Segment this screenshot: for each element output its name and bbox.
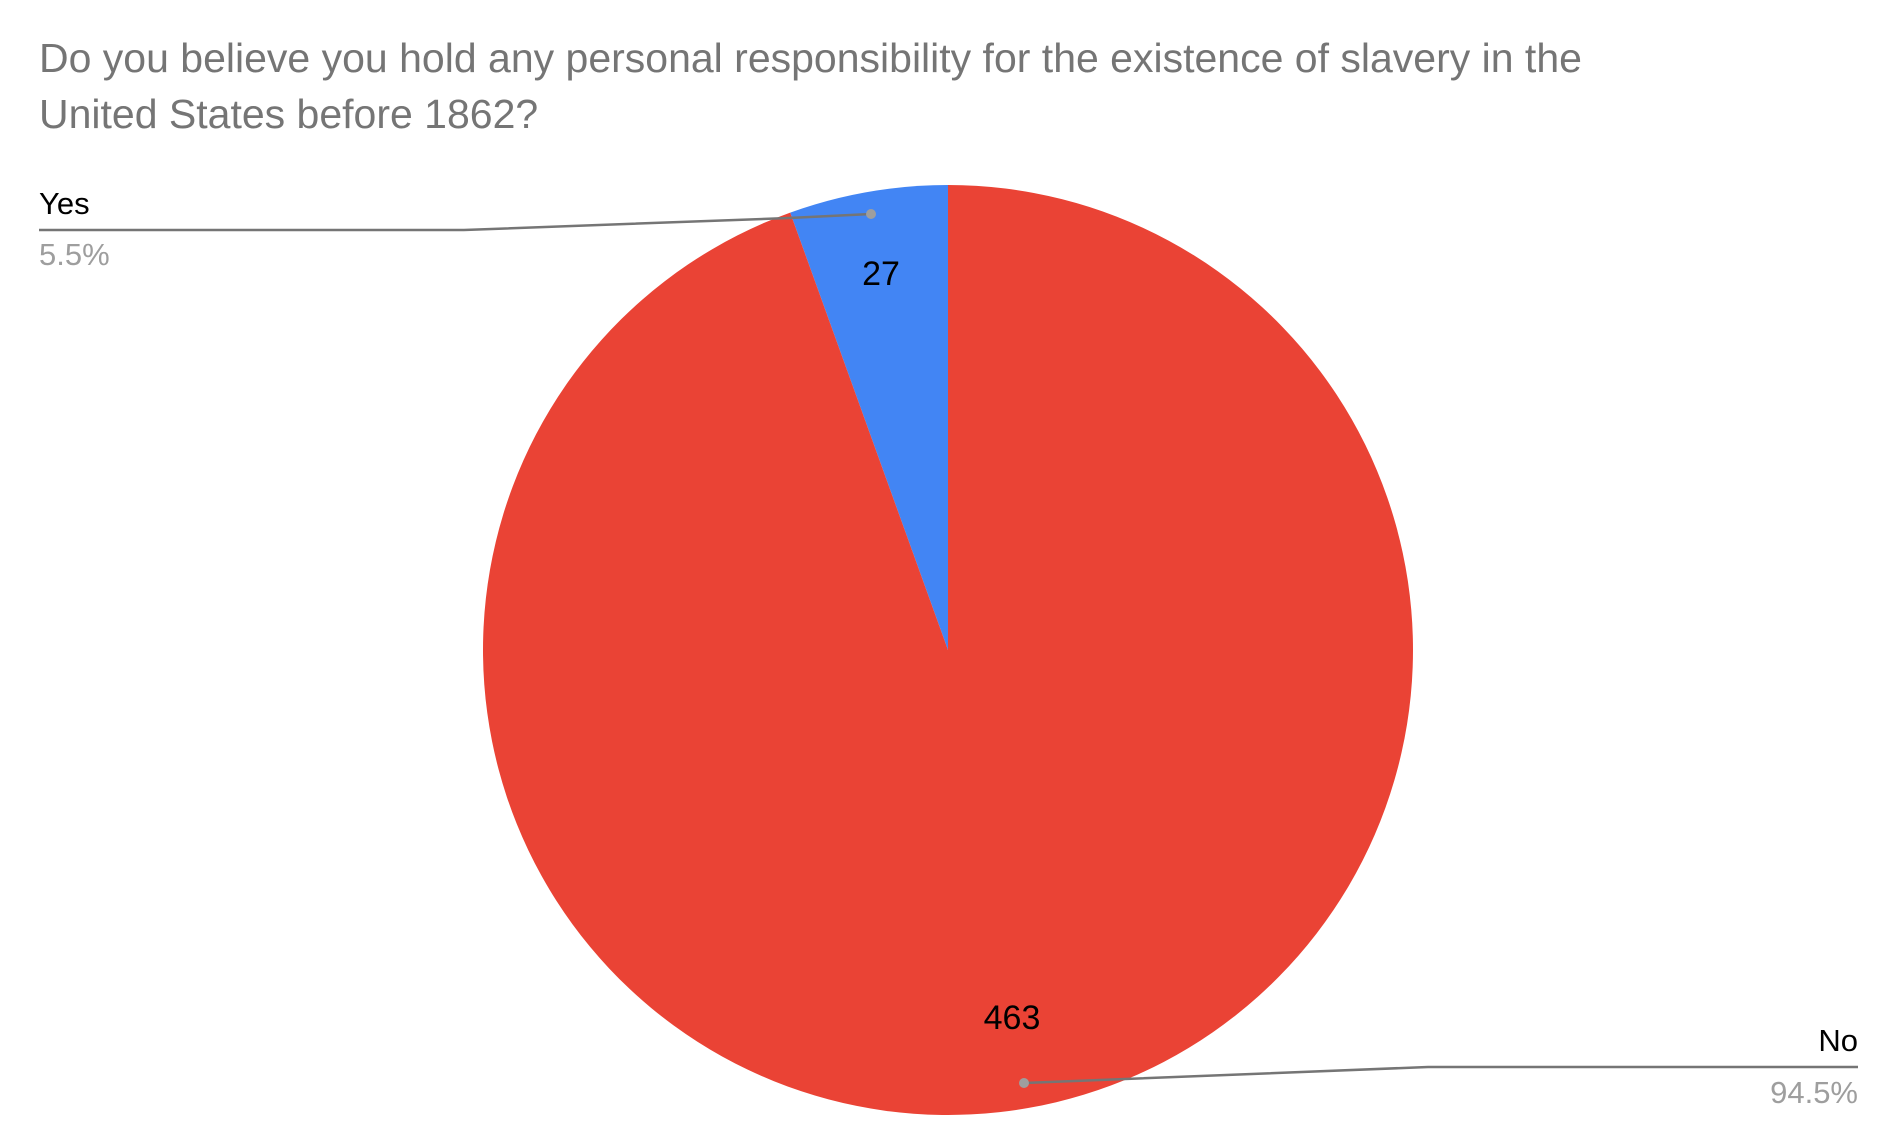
data-label: 463: [984, 999, 1041, 1037]
percent-label: 94.5%: [1770, 1075, 1858, 1110]
callout-line: [39, 212, 872, 232]
category-label: No: [1818, 1023, 1858, 1058]
callout-dot: [1019, 1078, 1029, 1088]
data-label: 27: [862, 255, 900, 293]
category-label: Yes: [39, 186, 90, 221]
callout-dot: [866, 209, 876, 219]
pie-slice: [483, 185, 1414, 1115]
pie-slice: [790, 185, 948, 650]
percent-label: 5.5%: [39, 237, 110, 272]
callout-line: [1023, 1065, 1858, 1085]
chart-title: Do you believe you hold any personal res…: [39, 35, 1582, 137]
